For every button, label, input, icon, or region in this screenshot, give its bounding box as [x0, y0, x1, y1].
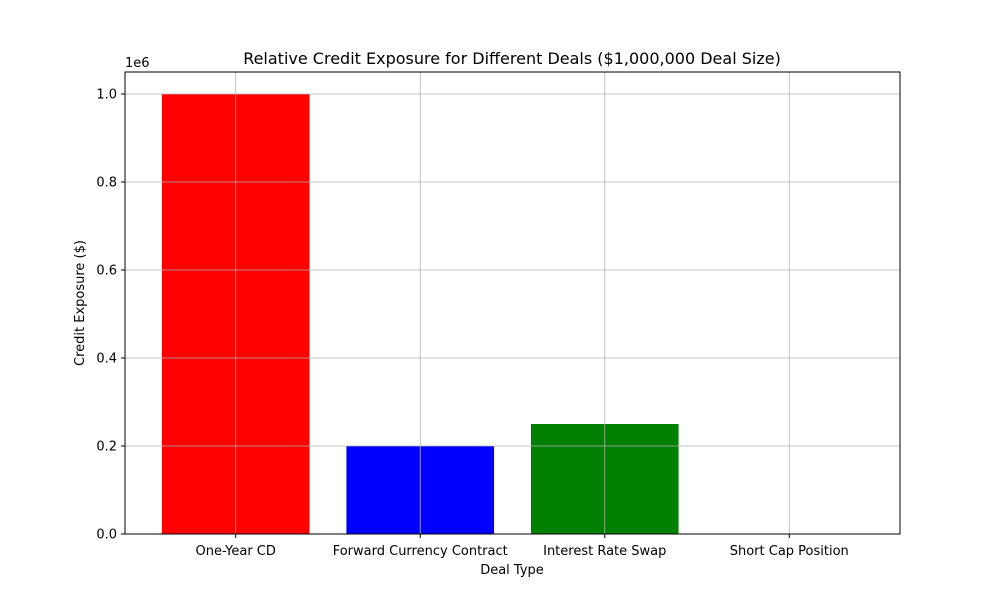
- y-tick-label: 0.8: [96, 176, 117, 191]
- y-tick-label: 0.2: [96, 440, 117, 455]
- ticks: 0.0 0.2 0.4 0.6 0.8 1.0 One-Year CD Forward Cur…: [96, 88, 849, 560]
- y-tick-label: 0.0: [96, 528, 117, 543]
- y-tick-label: 0.4: [96, 352, 117, 367]
- chart-title: Relative Credit Exposure for Different D…: [243, 49, 781, 68]
- y-tick-label: 1.0: [96, 88, 117, 103]
- y-axis-label: Credit Exposure ($): [73, 240, 88, 366]
- x-tick-label: Short Cap Position: [730, 544, 849, 559]
- x-axis-label: Deal Type: [480, 563, 544, 578]
- plot-frame: [124, 71, 901, 535]
- y-offset-text: 1e6: [125, 56, 150, 71]
- x-tick-label: Forward Currency Contract: [333, 544, 508, 559]
- y-tick-label: 0.6: [96, 264, 117, 279]
- bars: [125, 72, 900, 535]
- x-tick-label: Interest Rate Swap: [543, 544, 666, 559]
- x-tick-label: One-Year CD: [196, 544, 276, 559]
